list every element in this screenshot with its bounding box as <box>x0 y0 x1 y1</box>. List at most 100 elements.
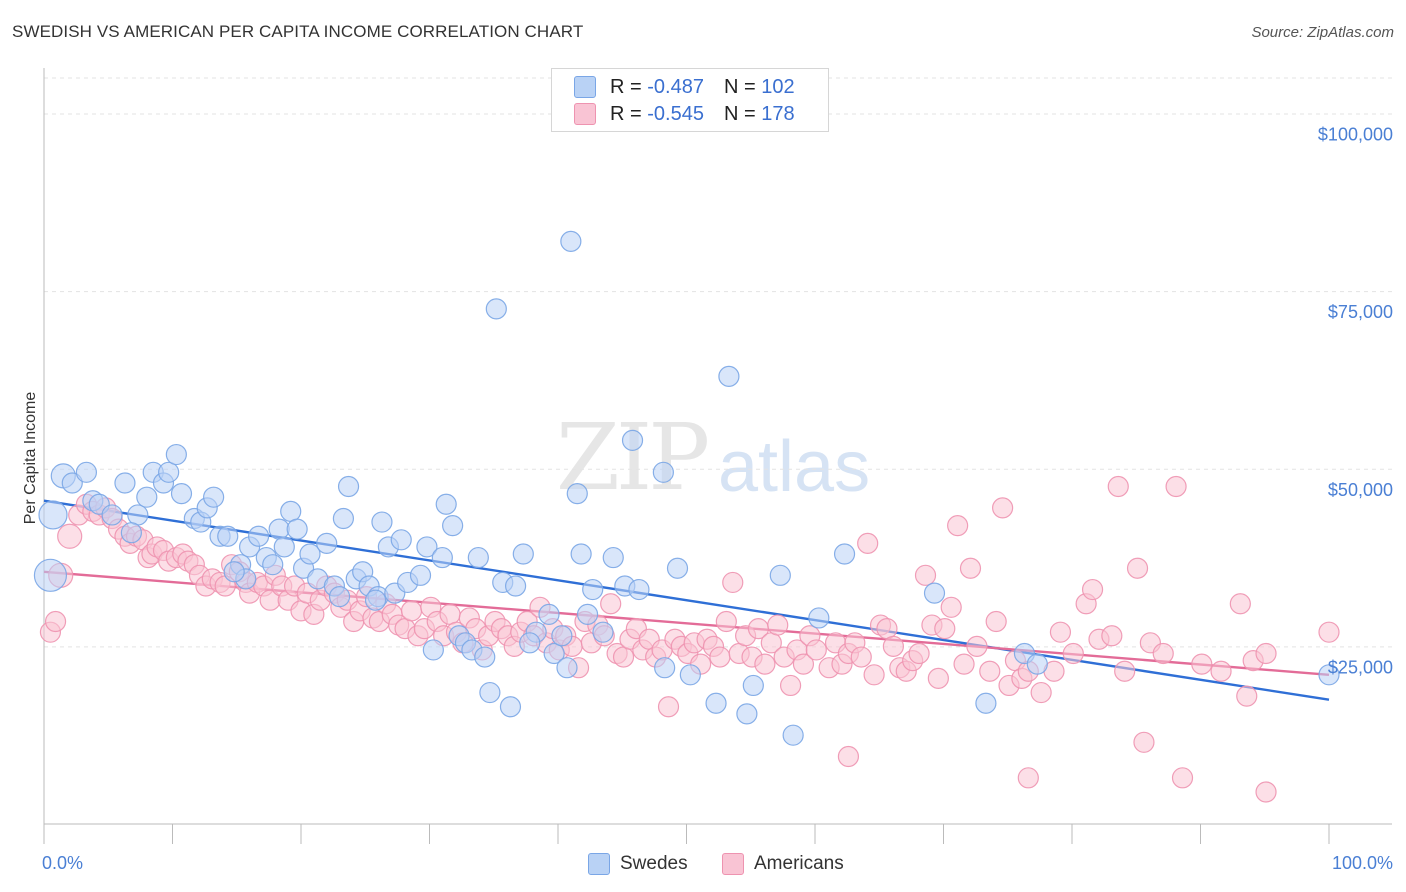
americans-point <box>876 618 898 640</box>
americans-point <box>779 674 802 697</box>
y-tick-label: $50,000 <box>1328 480 1393 500</box>
swedes-point <box>718 365 740 387</box>
americans-point <box>722 571 744 594</box>
legend-item-swedes[interactable]: Swedes <box>588 851 688 877</box>
swedes-point <box>390 529 412 551</box>
chart-source: Source: ZipAtlas.com <box>1251 24 1394 41</box>
swedes-point <box>499 696 522 718</box>
americans-point <box>1017 767 1039 789</box>
americans-point <box>1081 578 1104 601</box>
americans-n-value: 178 <box>761 102 795 125</box>
legend-row-swedes: R = -0.487 N = 102 <box>574 74 795 100</box>
swedes-point <box>479 681 501 704</box>
americans-point <box>709 646 731 668</box>
americans-point <box>612 646 635 668</box>
n-label: N = <box>723 102 756 125</box>
americans-point <box>953 653 975 675</box>
swedes-swatch <box>574 76 596 98</box>
americans-point <box>1318 621 1340 643</box>
swedes-point <box>570 543 592 565</box>
chart-title: SWEDISH VS AMERICAN PER CAPITA INCOME CO… <box>12 22 584 41</box>
americans-point <box>947 514 969 537</box>
americans-point <box>992 497 1014 519</box>
americans-point <box>57 523 83 549</box>
americans-point <box>400 600 423 622</box>
americans-swatch <box>722 853 744 875</box>
x-tick-label-min: 0.0% <box>42 853 83 873</box>
swedes-point <box>217 525 239 547</box>
swedes-r-value: -0.487 <box>647 75 704 98</box>
americans-point <box>857 532 879 554</box>
swedes-point <box>431 546 453 569</box>
americans-point <box>1255 781 1277 803</box>
swedes-swatch <box>588 853 610 875</box>
americans-point <box>1236 685 1258 707</box>
americans-point <box>940 596 962 618</box>
swedes-point <box>782 724 804 746</box>
swedes-point <box>736 703 758 725</box>
americans-point <box>979 660 1001 682</box>
swedes-point <box>442 514 464 537</box>
swedes-point <box>165 443 187 466</box>
americans-point <box>985 610 1007 633</box>
americans-point <box>1114 660 1136 682</box>
y-axis-label: Per Capita Income <box>22 392 39 525</box>
swedes-point <box>33 558 68 592</box>
americans-point <box>1133 731 1155 753</box>
americans-point <box>927 667 949 689</box>
axis-labels: $25,000 $50,000 $75,000 $100,000 0.0% 100.0% P… <box>22 125 1393 873</box>
swedes-point <box>38 500 68 530</box>
swedes-point <box>833 543 856 565</box>
swedes-point <box>602 546 624 569</box>
swedes-point <box>409 564 432 586</box>
swedes-point <box>621 429 644 451</box>
swedes-point <box>485 298 507 320</box>
swedes-point <box>474 646 496 668</box>
swedes-point <box>467 546 489 569</box>
swedes-point <box>592 621 614 643</box>
americans-point <box>850 646 872 668</box>
watermark-atlas: atlas <box>718 427 871 507</box>
americans-point <box>966 635 988 657</box>
data-points <box>33 230 1340 803</box>
legend-row-americans: R = -0.545 N = 178 <box>574 101 795 127</box>
americans-point <box>1062 642 1084 665</box>
swedes-point <box>975 692 997 714</box>
americans-point <box>837 745 860 768</box>
americans-point <box>1107 475 1129 498</box>
swedes-point <box>286 518 308 540</box>
x-tick-label-max: 100.0% <box>1332 853 1393 873</box>
legend-item-americans[interactable]: Americans <box>722 851 844 877</box>
americans-point <box>1171 767 1194 789</box>
swedes-point <box>566 483 588 505</box>
swedes-point <box>512 543 534 565</box>
americans-point <box>1101 625 1123 647</box>
swedes-point <box>127 504 149 526</box>
americans-point <box>882 635 904 657</box>
swedes-label: Swedes <box>620 853 688 874</box>
americans-point <box>914 564 937 586</box>
swedes-point <box>114 472 136 494</box>
americans-point <box>1049 621 1072 643</box>
swedes-point <box>923 582 946 604</box>
swedes-n-value: 102 <box>761 75 795 98</box>
swedes-point <box>371 511 393 533</box>
swedes-point <box>61 472 83 494</box>
swedes-point <box>328 586 351 608</box>
swedes-point <box>170 483 193 505</box>
swedes-point <box>203 486 225 508</box>
swedes-point <box>808 607 830 629</box>
americans-point <box>1152 642 1174 665</box>
americans-point <box>1165 475 1187 498</box>
swedes-point <box>666 557 689 579</box>
americans-swatch <box>574 103 596 125</box>
americans-point <box>1191 653 1213 675</box>
americans-point <box>600 593 622 615</box>
swedes-point <box>262 554 284 576</box>
swedes-point <box>742 674 764 697</box>
americans-label: Americans <box>754 853 844 874</box>
americans-r-value: -0.545 <box>647 102 704 125</box>
swedes-point <box>504 575 527 597</box>
americans-point <box>1255 642 1277 665</box>
